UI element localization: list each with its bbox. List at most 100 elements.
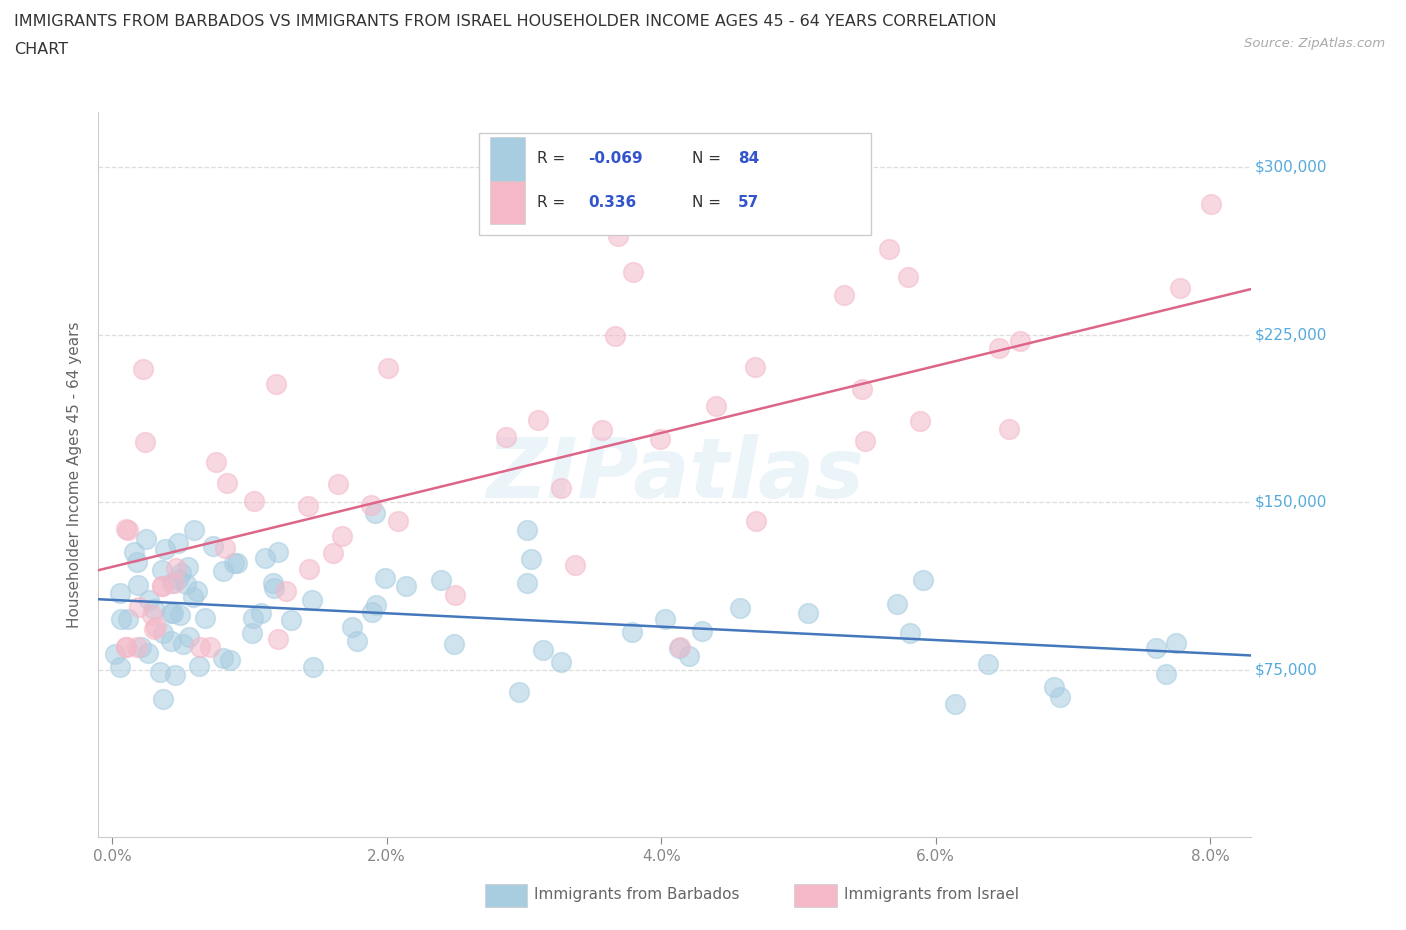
Text: CHART: CHART [14, 42, 67, 57]
Point [165, 561, 187, 576]
Point [728, 600, 751, 615]
Point [150, 578, 173, 593]
Point [165, 668, 187, 683]
Point [110, 586, 132, 601]
Point [211, 651, 233, 666]
Point [430, 573, 453, 588]
Point [167, 571, 190, 586]
Point [897, 270, 920, 285]
Point [177, 560, 200, 575]
Point [648, 432, 671, 446]
Point [621, 265, 644, 280]
Point [302, 659, 325, 674]
Text: IMMIGRANTS FROM BARBADOS VS IMMIGRANTS FROM ISRAEL HOUSEHOLDER INCOME AGES 45 - : IMMIGRANTS FROM BARBADOS VS IMMIGRANTS F… [14, 14, 997, 29]
Point [531, 643, 554, 658]
Point [668, 641, 690, 656]
Point [145, 619, 167, 634]
Point [150, 562, 173, 577]
Point [128, 578, 150, 592]
Text: N =: N = [692, 152, 725, 166]
Point [508, 684, 530, 699]
Point [169, 608, 191, 623]
Point [198, 640, 221, 655]
Point [104, 646, 127, 661]
Point [690, 624, 713, 639]
Point [911, 573, 934, 588]
Point [330, 529, 353, 544]
Point [127, 640, 149, 655]
Text: -0.069: -0.069 [589, 152, 643, 166]
Point [796, 606, 818, 621]
Point [1042, 680, 1064, 695]
Point [340, 619, 363, 634]
Point [908, 414, 931, 429]
Point [374, 570, 396, 585]
Point [152, 692, 174, 707]
Point [135, 531, 157, 546]
Point [361, 604, 384, 619]
Point [160, 605, 183, 620]
Point [249, 605, 271, 620]
Point [886, 596, 908, 611]
Point [280, 613, 302, 628]
Point [1199, 196, 1222, 211]
Point [150, 578, 173, 593]
Point [1049, 690, 1071, 705]
Bar [491, 137, 524, 180]
Point [264, 377, 287, 392]
Point [853, 434, 876, 449]
Text: Immigrants from Barbados: Immigrants from Barbados [534, 887, 740, 902]
Point [364, 506, 387, 521]
Point [1154, 666, 1177, 681]
Point [242, 493, 264, 508]
Text: $75,000: $75,000 [1254, 662, 1317, 677]
Point [194, 611, 217, 626]
Text: $150,000: $150,000 [1254, 495, 1327, 510]
Point [215, 476, 238, 491]
Point [298, 561, 321, 576]
Point [183, 590, 205, 604]
Point [322, 546, 344, 561]
Point [520, 551, 543, 566]
Point [132, 362, 155, 377]
Bar [491, 180, 524, 224]
Point [527, 413, 550, 428]
Point [678, 649, 700, 664]
Point [162, 605, 184, 620]
Point [174, 577, 197, 591]
Text: 57: 57 [738, 194, 759, 210]
Point [443, 588, 465, 603]
Point [704, 399, 727, 414]
Point [253, 551, 276, 565]
Point [212, 564, 235, 578]
Point [943, 697, 966, 711]
Point [226, 556, 249, 571]
Point [516, 523, 538, 538]
Point [607, 228, 630, 243]
Point [977, 657, 1000, 671]
Point [987, 340, 1010, 355]
Point [108, 660, 131, 675]
Point [1010, 333, 1032, 348]
Point [1164, 635, 1187, 650]
Text: R =: R = [537, 152, 569, 166]
Text: ZIPatlas: ZIPatlas [486, 433, 863, 515]
Point [745, 513, 768, 528]
Point [186, 584, 208, 599]
Point [668, 640, 690, 655]
Point [110, 612, 132, 627]
Point [387, 513, 409, 528]
Point [297, 498, 319, 513]
Point [136, 645, 159, 660]
Point [301, 592, 323, 607]
Point [605, 328, 627, 343]
Point [162, 576, 184, 591]
Text: 84: 84 [738, 152, 759, 166]
Point [172, 637, 194, 652]
Point [143, 622, 166, 637]
Point [364, 598, 387, 613]
Point [117, 523, 139, 538]
Point [153, 542, 176, 557]
Point [188, 640, 211, 655]
Text: Source: ZipAtlas.com: Source: ZipAtlas.com [1244, 37, 1385, 50]
